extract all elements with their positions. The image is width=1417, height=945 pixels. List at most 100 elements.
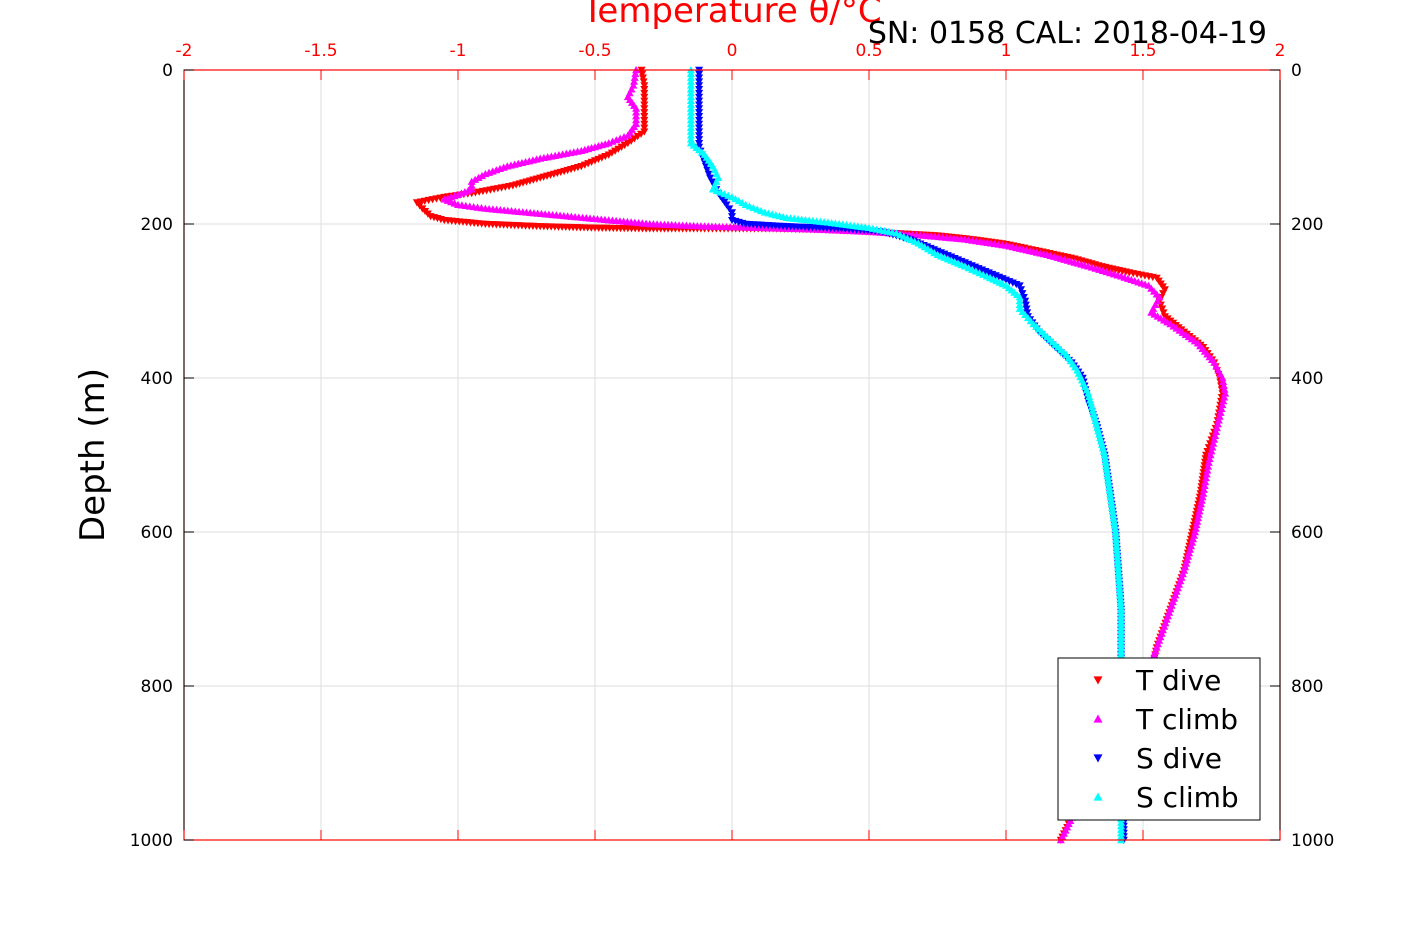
legend-marker <box>1093 792 1103 801</box>
data-point <box>1221 389 1230 397</box>
y-tick-label-left: 1000 <box>130 831 173 851</box>
data-point <box>467 181 476 189</box>
data-point <box>686 123 695 131</box>
data-point <box>607 149 616 157</box>
y-tick-label-left: 200 <box>141 215 173 235</box>
data-point <box>1107 500 1116 508</box>
data-point <box>1112 542 1121 550</box>
data-point <box>640 97 649 105</box>
data-point <box>1015 293 1024 301</box>
x-tick-label: -1 <box>450 41 467 61</box>
data-point <box>686 112 695 120</box>
data-point <box>640 128 649 136</box>
data-point <box>1019 293 1028 302</box>
data-point <box>1115 584 1124 592</box>
data-point <box>1115 577 1124 585</box>
data-point <box>1212 427 1221 436</box>
data-point <box>1209 439 1218 447</box>
data-point <box>1218 400 1227 409</box>
data-point <box>1212 424 1221 432</box>
data-point <box>686 116 695 124</box>
data-point <box>686 131 695 139</box>
data-point <box>1112 535 1121 543</box>
data-point <box>1105 482 1114 490</box>
data-point <box>695 82 704 90</box>
data-point <box>1219 377 1228 386</box>
data-point <box>1202 474 1211 482</box>
data-point <box>1208 443 1217 451</box>
data-point <box>632 116 641 124</box>
data-point <box>640 93 649 101</box>
data-point <box>1100 451 1109 459</box>
data-point <box>704 170 713 178</box>
chart-title: Temperature θ/°C <box>581 0 881 31</box>
data-point <box>1110 521 1119 529</box>
data-point <box>1111 528 1120 536</box>
data-point <box>695 105 704 113</box>
y-ticks: 0 0 200 200 400 400 600 600 800 800 1000 1000 <box>130 61 1335 851</box>
data-point <box>1101 454 1110 462</box>
data-point <box>1113 552 1122 560</box>
data-point <box>640 86 649 94</box>
data-point <box>695 120 704 128</box>
legend-marker <box>1093 714 1103 723</box>
data-point <box>1111 531 1120 539</box>
data-point <box>1111 524 1120 532</box>
data-point <box>640 109 649 117</box>
data-point <box>1103 472 1112 480</box>
data-point <box>638 74 647 82</box>
data-point <box>695 136 704 144</box>
data-point <box>1112 538 1121 546</box>
data-point <box>686 85 695 93</box>
data-point <box>1015 297 1024 305</box>
data-point <box>1115 587 1124 595</box>
data-point <box>1109 514 1118 522</box>
data-point <box>686 135 695 143</box>
data-point <box>1112 545 1121 553</box>
data-point <box>695 89 704 98</box>
data-point <box>686 69 695 78</box>
data-point <box>632 108 641 116</box>
data-point <box>632 104 641 112</box>
data-point <box>1206 451 1215 459</box>
data-point <box>1114 566 1123 574</box>
data-point <box>686 81 695 89</box>
data-point <box>1116 598 1125 606</box>
x-tick-label: 0.5 <box>855 41 882 61</box>
data-point <box>706 174 715 182</box>
legend-marker <box>1093 676 1103 685</box>
legend-label: T dive <box>1135 664 1221 697</box>
data-point <box>1194 510 1203 518</box>
data-point <box>1199 489 1208 497</box>
data-point <box>1193 517 1202 525</box>
chart-subtitle: SN: 0158 CAL: 2018-04-19 <box>868 16 1267 51</box>
x-tick-label: -0.5 <box>578 41 611 61</box>
data-point <box>1219 381 1228 389</box>
data-point <box>1106 493 1115 501</box>
legend-label: S dive <box>1136 742 1222 775</box>
data-point <box>686 100 695 108</box>
data-point <box>728 213 736 221</box>
data-point <box>695 86 704 94</box>
data-point <box>695 116 704 125</box>
legend-box <box>1057 657 1261 821</box>
data-point <box>1207 447 1216 455</box>
data-point <box>686 127 695 135</box>
data-point <box>1218 374 1227 382</box>
data-point <box>639 78 648 86</box>
data-point <box>695 124 704 132</box>
data-point <box>695 128 704 136</box>
data-point <box>1219 397 1228 405</box>
data-point <box>1116 601 1125 609</box>
data-point <box>686 119 695 128</box>
data-point <box>1108 503 1117 511</box>
data-point <box>1213 420 1222 428</box>
data-point <box>1018 290 1027 298</box>
data-point <box>640 89 649 98</box>
data-point <box>640 101 649 109</box>
data-point <box>1198 493 1207 501</box>
data-point <box>695 109 704 117</box>
data-point <box>627 137 636 145</box>
data-point <box>1113 559 1122 567</box>
